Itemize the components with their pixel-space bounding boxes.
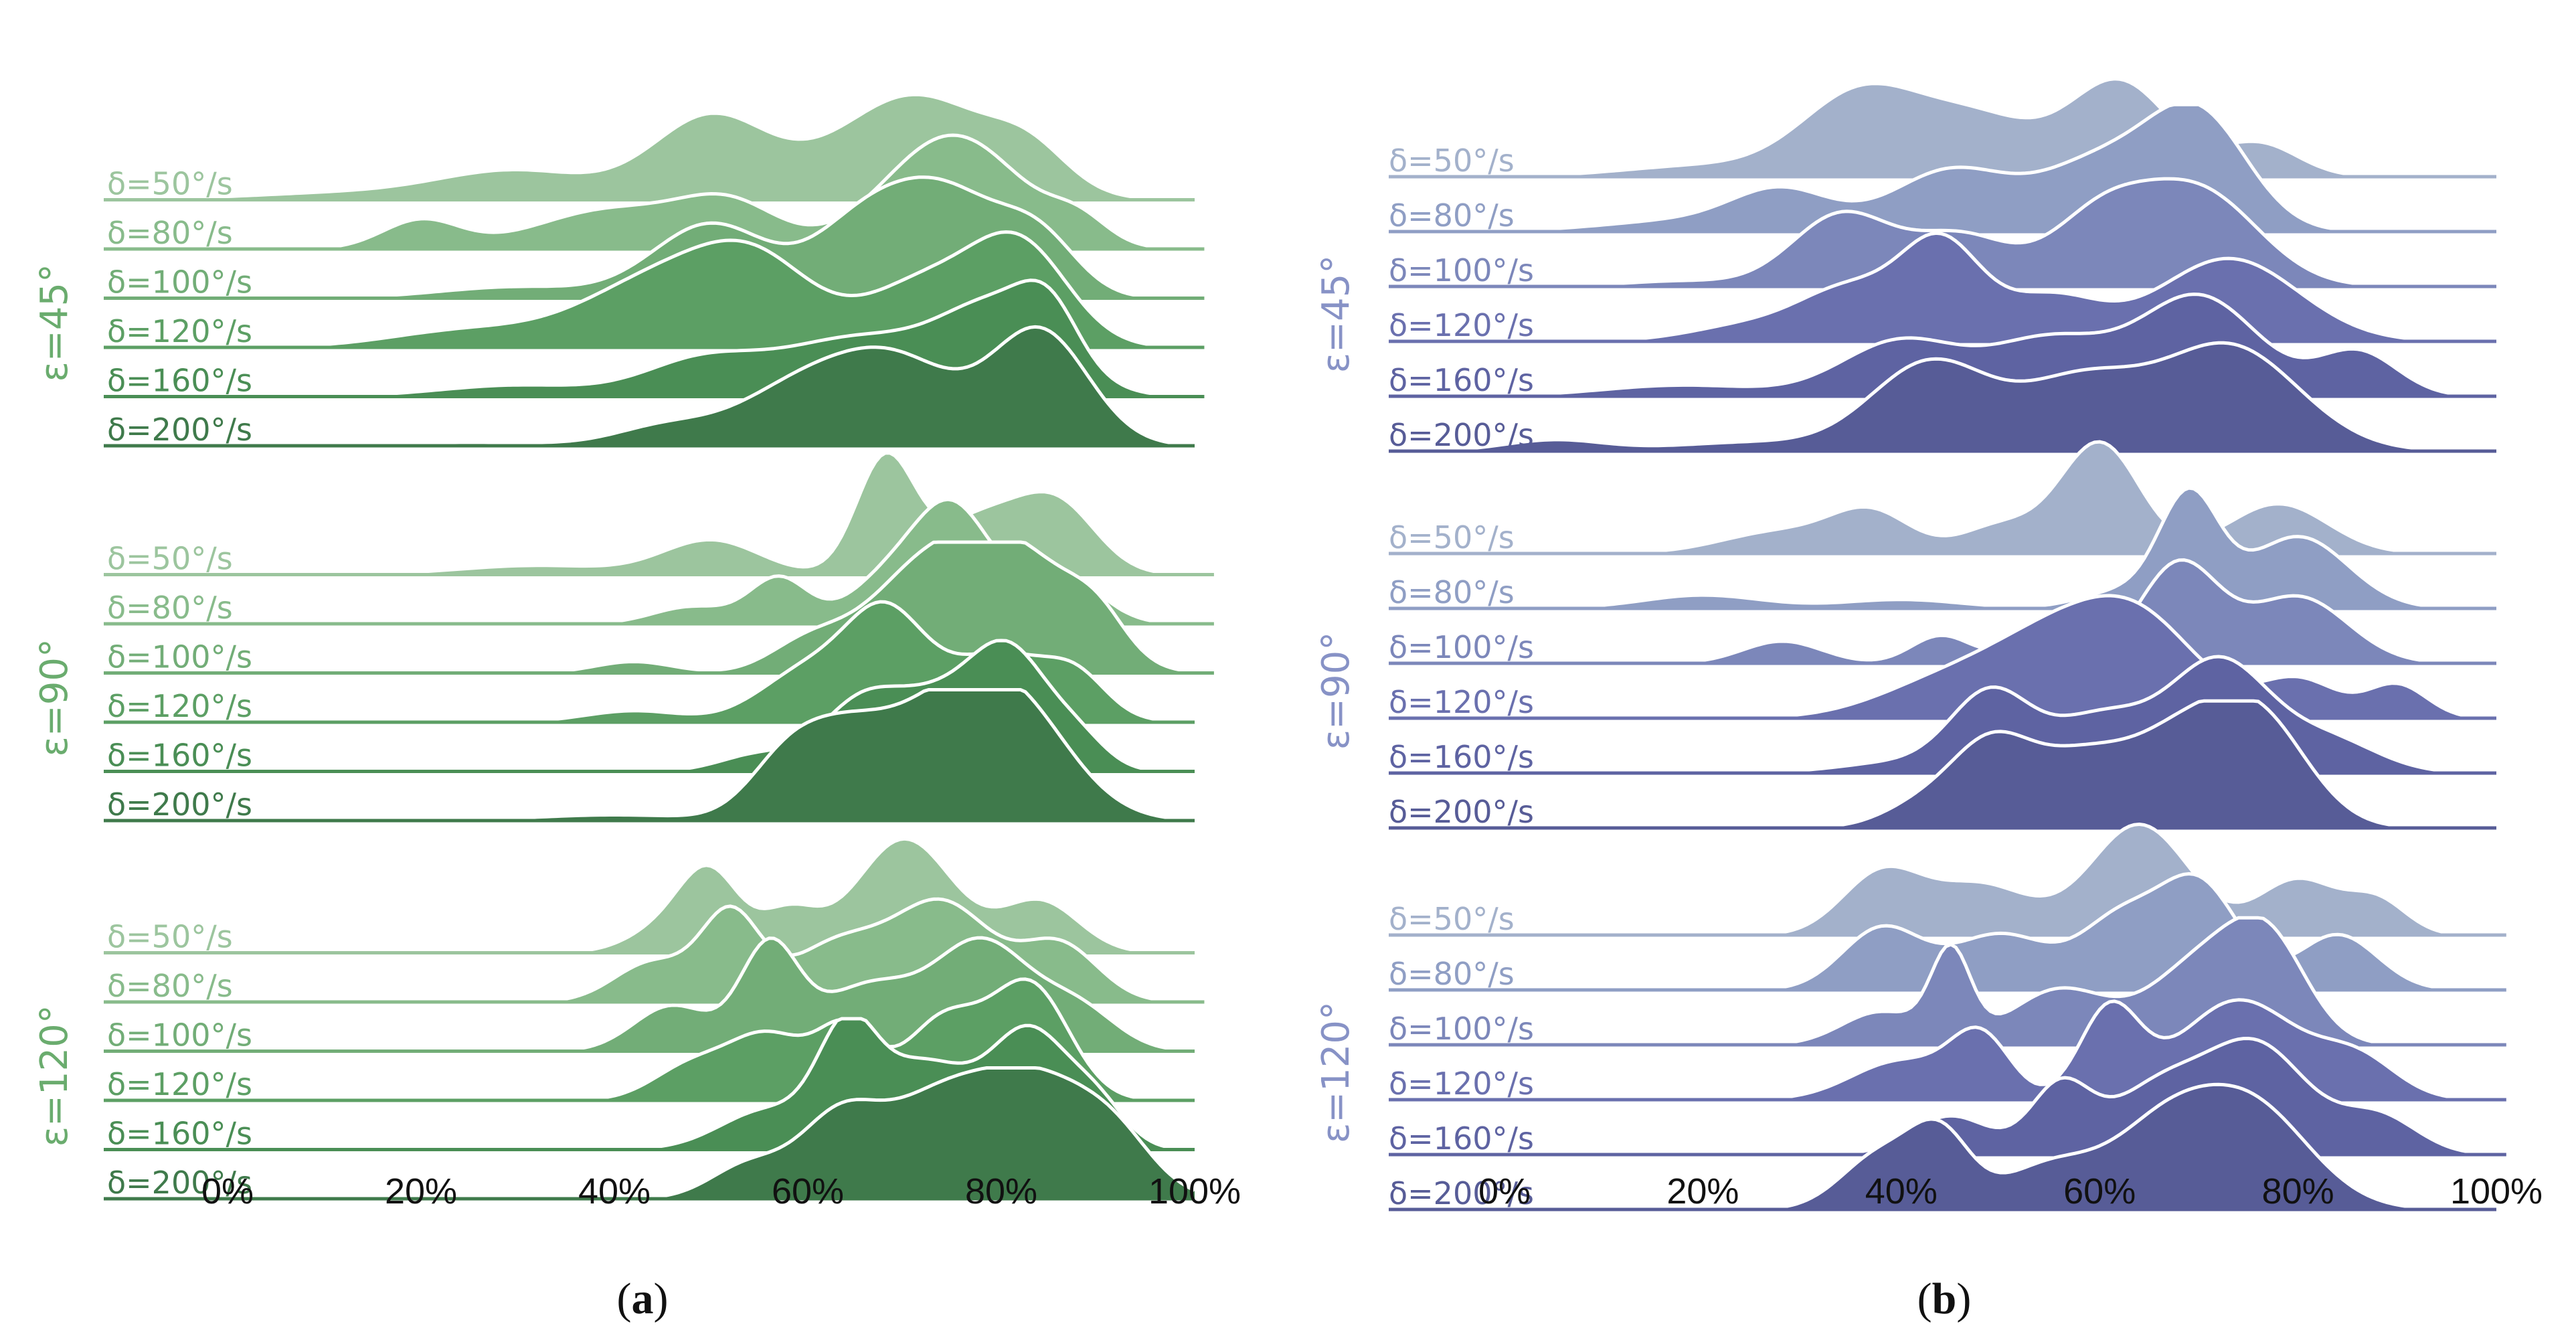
ridge-outline-1-2 <box>1385 102 2496 234</box>
group-label: ε=90° <box>1314 632 1358 750</box>
x-tick-label: 100% <box>2450 1171 2543 1211</box>
row-label: δ=160°/s <box>1389 362 1534 398</box>
row-label: δ=200°/s <box>107 412 252 448</box>
row-label: δ=50°/s <box>1389 519 1515 556</box>
row-label: δ=100°/s <box>107 1017 252 1054</box>
row-label: δ=160°/s <box>107 738 252 774</box>
x-tick-label: 60% <box>772 1171 844 1211</box>
row-label: δ=80°/s <box>1389 197 1515 234</box>
ridge-area-2-6 <box>1385 701 2496 828</box>
caption-a: (a) <box>617 1274 669 1323</box>
ridge-outline-1-5 <box>1385 292 2497 398</box>
row-label: δ=80°/s <box>1389 574 1515 610</box>
row-label: δ=80°/s <box>107 590 233 626</box>
ridge-area-1-4 <box>104 232 1205 347</box>
row-label: δ=80°/s <box>1389 956 1515 992</box>
row-label: δ=160°/s <box>107 363 252 399</box>
row-label: δ=120°/s <box>1389 307 1534 343</box>
group-label: ε=120° <box>1314 1001 1358 1143</box>
ridge-area-2-6 <box>104 689 1195 821</box>
ridge-group-1: δ=50°/s δ=80°/s δ=100°/s δ=120°/s δ=160°/s δ=… <box>1314 77 2497 453</box>
group-label: ε=90° <box>33 639 76 756</box>
ridge-group-2: δ=50°/s δ=80°/s δ=100°/s δ=120°/s δ=160°/s δ=… <box>33 451 1215 823</box>
x-axis-ticks: 0% 20% 40% 60% 80% 100% <box>1478 1171 2543 1211</box>
row-label: δ=50°/s <box>107 541 233 577</box>
row-label: δ=50°/s <box>1389 143 1515 179</box>
row-label: δ=100°/s <box>1389 1011 1534 1047</box>
ridge-outline-1-6 <box>1385 341 2496 453</box>
row-label: δ=120°/s <box>1389 1066 1534 1102</box>
row-label: δ=120°/s <box>107 1066 252 1102</box>
ridge-outline-1-1 <box>111 92 1195 201</box>
x-tick-label: 80% <box>2262 1171 2334 1211</box>
ridge-area-3-6 <box>104 1068 1195 1199</box>
row-label: δ=50°/s <box>107 919 233 955</box>
row-label: δ=120°/s <box>107 313 252 349</box>
row-label: δ=160°/s <box>1389 1120 1534 1157</box>
x-tick-label: 100% <box>1148 1171 1241 1211</box>
row-label: δ=100°/s <box>1389 629 1534 665</box>
row-label: δ=100°/s <box>107 639 252 675</box>
ridge-group-1: δ=50°/s δ=80°/s δ=100°/s δ=120°/s δ=160°/s δ=… <box>33 92 1205 448</box>
panel-b: δ=50°/s δ=80°/s δ=100°/s δ=120°/s δ=160°/s δ=… <box>1314 77 2543 1211</box>
row-label: δ=50°/s <box>107 166 233 202</box>
row-label: δ=100°/s <box>107 264 252 301</box>
row-label: δ=160°/s <box>107 1116 252 1152</box>
ridge-area-1-6 <box>1385 343 2496 451</box>
ridge-group-3: δ=50°/s δ=80°/s δ=100°/s δ=120°/s δ=160°/s δ=… <box>1314 823 2506 1211</box>
row-label: δ=80°/s <box>107 215 233 251</box>
x-tick-label: 20% <box>385 1171 457 1211</box>
ridge-area-2-3 <box>104 542 1214 673</box>
x-tick-label: 60% <box>2063 1171 2136 1211</box>
x-tick-label: 80% <box>965 1171 1037 1211</box>
row-label: δ=120°/s <box>107 688 252 724</box>
x-tick-label: 40% <box>1865 1171 1938 1211</box>
row-label: δ=120°/s <box>1389 684 1534 720</box>
row-label: δ=160°/s <box>1389 739 1534 775</box>
group-label: ε=120° <box>33 1005 76 1147</box>
ridge-area-1-6 <box>104 327 1195 446</box>
row-label: δ=50°/s <box>1389 901 1515 937</box>
group-label: ε=45° <box>1314 255 1358 373</box>
x-tick-label: 20% <box>1666 1171 1739 1211</box>
row-label: δ=200°/s <box>1389 417 1534 453</box>
row-label: δ=200°/s <box>1389 1175 1534 1211</box>
ridge-area-3-3 <box>104 938 1195 1052</box>
row-label: δ=100°/s <box>1389 252 1534 288</box>
row-label: δ=200°/s <box>107 1165 252 1201</box>
ridge-outline-1-1 <box>1385 77 2496 179</box>
panel-a: δ=50°/s δ=80°/s δ=100°/s δ=120°/s δ=160°/s δ=… <box>33 92 1241 1211</box>
ridge-area-1-1 <box>1385 78 2496 177</box>
ridge-group-2: δ=50°/s δ=80°/s δ=100°/s δ=120°/s δ=160°/s δ=… <box>1314 440 2497 830</box>
row-label: δ=200°/s <box>1389 794 1534 830</box>
ridge-area-3-6 <box>1385 1084 2496 1209</box>
x-tick-label: 0% <box>201 1171 254 1211</box>
ridge-area-2-2 <box>1385 488 2496 608</box>
group-label: ε=45° <box>33 264 76 382</box>
row-label: δ=200°/s <box>107 786 252 823</box>
ridge-group-3: δ=50°/s δ=80°/s δ=100°/s δ=120°/s δ=160°/s δ=… <box>33 837 1205 1201</box>
x-tick-label: 40% <box>578 1171 651 1211</box>
row-label: δ=80°/s <box>107 968 233 1004</box>
x-tick-label: 0% <box>1478 1171 1531 1211</box>
x-axis-ticks: 0% 20% 40% 60% 80% 100% <box>201 1171 1241 1211</box>
caption-b: (b) <box>1917 1274 1972 1323</box>
ridge-area-3-1 <box>104 839 1195 953</box>
